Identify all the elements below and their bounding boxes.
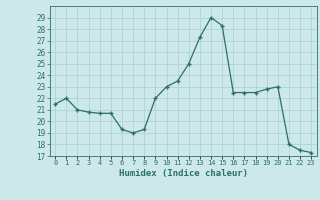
- X-axis label: Humidex (Indice chaleur): Humidex (Indice chaleur): [119, 169, 248, 178]
